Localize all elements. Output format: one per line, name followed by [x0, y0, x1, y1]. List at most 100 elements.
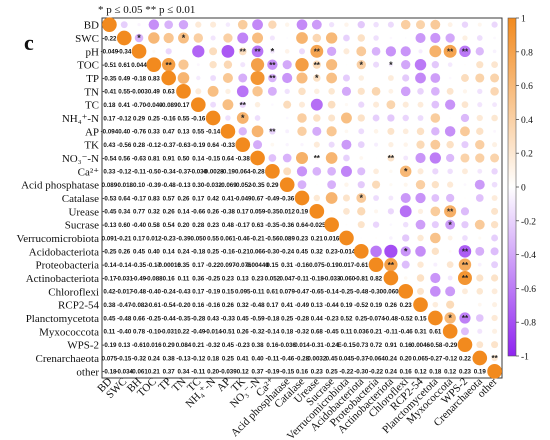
- correlation-circle: [296, 32, 308, 44]
- row-label: SWC: [75, 33, 99, 45]
- correlation-circle: [357, 87, 365, 95]
- correlation-circle: [131, 44, 147, 59]
- correlation-value: 0.11: [104, 329, 116, 336]
- correlation-circle: [148, 19, 160, 30]
- correlation-circle: [326, 46, 337, 56]
- correlation-value: 0.30: [192, 182, 205, 189]
- correlation-circle: [415, 219, 426, 230]
- colorbar-tick-label: 1: [521, 15, 526, 25]
- correlation-circle: [297, 113, 307, 123]
- correlation-value: 0.40: [252, 355, 265, 362]
- correlation-circle: [328, 22, 335, 28]
- correlation-circle: [446, 87, 454, 95]
- correlation-value: 0.44: [311, 315, 324, 322]
- correlation-circle: [341, 86, 352, 96]
- correlation-circle: [490, 153, 500, 163]
- correlation-value: -0.15: [117, 355, 132, 362]
- correlation-value: -0.32: [251, 329, 266, 336]
- colorbar-tick-label: -0.6: [521, 285, 536, 295]
- correlation-value: 0.26: [177, 195, 190, 202]
- correlation-circle: [490, 221, 499, 229]
- correlation-circle: [267, 59, 278, 70]
- correlation-value: 0.15: [414, 315, 427, 322]
- correlation-circle: [477, 168, 483, 174]
- correlation-circle: [343, 154, 350, 162]
- correlation-circle: [314, 88, 320, 95]
- correlation-value: -0.16: [206, 302, 221, 309]
- correlation-circle: [357, 114, 365, 122]
- correlation-value: -0.51: [221, 329, 236, 336]
- correlation-circle: [402, 74, 410, 82]
- correlation-circle: [449, 117, 452, 119]
- correlation-circle: [430, 286, 441, 297]
- correlation-circle: [282, 60, 292, 70]
- correlation-circle: [225, 115, 231, 121]
- correlation-circle: [210, 35, 216, 41]
- correlation-circle: [341, 139, 352, 150]
- correlation-circle: [251, 125, 264, 138]
- correlation-value: -0.17: [147, 262, 162, 269]
- correlation-value: -0.49: [295, 302, 310, 309]
- correlation-circle: [491, 354, 498, 362]
- correlation-value: -0.33: [221, 315, 236, 322]
- correlation-value: -0.031: [160, 329, 178, 336]
- correlation-circle: [296, 166, 308, 177]
- correlation-value: 0.075: [102, 355, 118, 362]
- correlation-circle: [357, 221, 365, 229]
- correlation-circle: [190, 97, 206, 112]
- correlation-value: -0.025: [308, 222, 326, 229]
- correlation-circle: [431, 194, 440, 202]
- correlation-circle: [253, 140, 263, 150]
- correlation-value: -0.48: [117, 315, 132, 322]
- correlation-circle: [444, 126, 456, 137]
- correlation-value: -0.48: [384, 315, 399, 322]
- correlation-value: -0.14: [206, 129, 221, 136]
- correlation-value: 0.77: [133, 209, 146, 216]
- correlation-circle: [223, 60, 233, 69]
- correlation-circle: [371, 180, 381, 189]
- correlation-value: 0.67: [252, 195, 265, 202]
- correlation-value: 0.37: [163, 369, 176, 376]
- correlation-value: -0.14: [325, 289, 340, 296]
- correlation-circle: [492, 49, 497, 54]
- correlation-circle: [177, 72, 190, 84]
- correlation-value: -0.40: [132, 222, 147, 229]
- correlation-value: 0.47: [163, 129, 176, 136]
- correlation-value: 0.21: [148, 369, 161, 376]
- correlation-circle: [328, 114, 336, 122]
- significance-star: *: [448, 313, 452, 323]
- correlation-circle: [163, 32, 174, 44]
- correlation-value: -0.81: [354, 275, 369, 282]
- significance-star: **: [240, 101, 247, 110]
- row-label: Verrucomicrobiota: [17, 233, 100, 245]
- correlation-circle: [176, 84, 191, 99]
- correlation-circle: [209, 47, 218, 56]
- correlation-value: 0.066: [250, 249, 266, 256]
- colorbar-tick-label: 0.4: [521, 116, 533, 126]
- correlation-circle: [311, 19, 322, 30]
- correlation-value: -0.21: [117, 235, 132, 242]
- correlation-circle: [491, 168, 498, 175]
- correlation-circle: [458, 258, 472, 271]
- correlation-circle: [430, 139, 441, 150]
- correlation-circle: [458, 245, 472, 258]
- correlation-circle: [286, 37, 289, 39]
- correlation-value: 0.18: [207, 355, 220, 362]
- correlation-circle: [476, 274, 484, 282]
- correlation-circle: [312, 33, 322, 43]
- correlation-circle: [161, 70, 177, 86]
- correlation-value: 0.23: [326, 249, 339, 256]
- correlation-value: 0.64: [118, 195, 131, 202]
- correlation-value: -0.48: [132, 289, 147, 296]
- correlation-circle: [415, 32, 426, 44]
- correlation-circle: [475, 139, 485, 150]
- correlation-circle: [461, 327, 469, 336]
- row-label: NO₃⁻-N: [62, 153, 99, 165]
- correlation-value: -0.31: [310, 342, 325, 349]
- correlation-value: -0.18: [191, 249, 206, 256]
- correlation-value: -0.30: [265, 249, 280, 256]
- correlation-circle: [398, 284, 414, 299]
- correlation-circle: [416, 140, 425, 149]
- correlation-value: 0.78: [133, 329, 146, 336]
- correlation-value: 0.26: [118, 249, 131, 256]
